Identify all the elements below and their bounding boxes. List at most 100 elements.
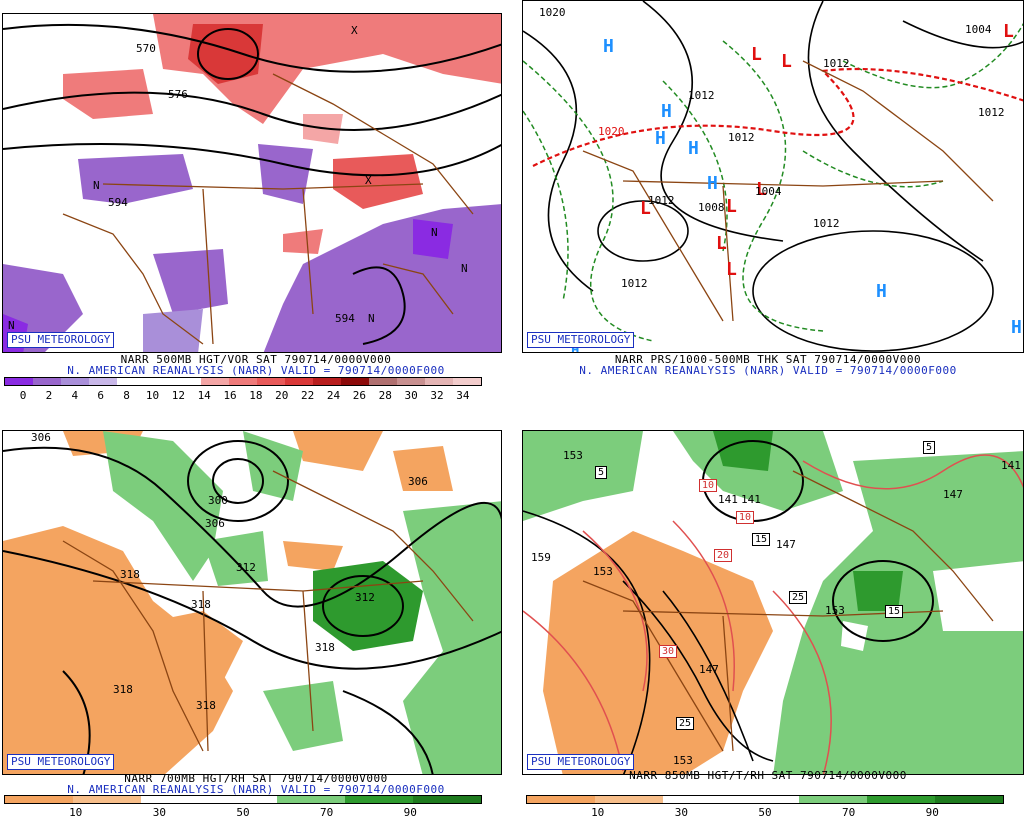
colorbar-swatch: [397, 378, 425, 385]
colorbar-swatch: [425, 378, 453, 385]
isobar-label-1: 1020: [539, 6, 566, 19]
colorbar-tick-label: 50: [236, 806, 250, 819]
panel-slp-thickness: H H H H H H H H L L L L L L L L 1020 101…: [512, 0, 1024, 409]
colorbar-swatch: [369, 378, 397, 385]
vort-n-5: N: [368, 312, 375, 325]
vort-n-3: N: [461, 262, 468, 275]
caption-line-1: NARR 500MB HGT/VOR SAT 790714/0000V000: [120, 353, 392, 366]
colorbar-rh-labels: 10 30 50 70 90: [4, 806, 482, 819]
colorbar-swatch: [33, 378, 61, 385]
isobar-label-4: 1012: [648, 194, 675, 207]
high-pressure-2: H: [661, 101, 672, 122]
colorbar-swatch: [313, 378, 341, 385]
height-label-10: 318: [113, 683, 133, 696]
temp-box-7: 25: [789, 591, 808, 604]
colorbar-tick-label: 16: [223, 389, 237, 402]
height-label-6: 147: [776, 538, 796, 551]
isobar-label-8: 1008: [698, 201, 725, 214]
colorbar-swatch: [201, 378, 229, 385]
temp-box-8: 30: [659, 645, 678, 658]
colorbar-swatch: [935, 796, 1003, 803]
high-pressure-3: H: [655, 128, 666, 149]
map-850mb-graphic: [523, 431, 1023, 774]
height-label-5: 141: [718, 493, 738, 506]
colorbar-tick-label: 6: [97, 389, 105, 402]
high-pressure-1: H: [603, 36, 614, 57]
colorbar-swatch: [5, 796, 73, 803]
colorbar-rh-labels: 10 30 50 70 90: [526, 806, 1004, 819]
low-pressure-8: L: [726, 259, 737, 280]
isobar-label-7: 1004: [755, 185, 782, 198]
vort-n-4: N: [8, 319, 15, 332]
colorbar-swatch: [799, 796, 867, 803]
height-label-1: 153: [563, 449, 583, 462]
map-slp-thickness: H H H H H H H H L L L L L L L L 1020 101…: [522, 0, 1024, 353]
map-700mb: 306 306 300 306 312 318 318 318 312 318 …: [2, 430, 502, 775]
low-pressure-3: L: [1003, 21, 1014, 42]
colorbar-swatch: [173, 378, 201, 385]
colorbar-swatch: [73, 796, 141, 803]
panel-700mb: 306 306 300 306 312 318 318 318 312 318 …: [0, 409, 512, 819]
isobar-label-9: 1012: [978, 106, 1005, 119]
colorbar-tick-label: 26: [352, 389, 367, 402]
colorbar-tick-label: 0: [19, 389, 27, 402]
height-label-11: 141: [1001, 459, 1021, 472]
map-850mb: 153 159 153 147 141 147 147 153 153 141 …: [522, 430, 1024, 775]
vort-x-1: X: [351, 24, 358, 37]
colorbar-tick-label: 10: [591, 806, 605, 819]
colorbar-tick-label: 34: [456, 389, 470, 402]
isobar-label-5: 1012: [813, 217, 840, 230]
psu-meteorology-badge: PSU METEOROLOGY: [7, 332, 115, 348]
temp-box-9: 25: [676, 717, 695, 730]
isobar-label-3: 1012: [728, 131, 755, 144]
colorbar-swatch: [89, 378, 117, 385]
colorbar-rh: [526, 795, 1004, 804]
height-label-10: 141: [741, 493, 761, 506]
height-label-9: 153: [673, 754, 693, 767]
colorbar-tick-label: 20: [275, 389, 289, 402]
height-label-1: 306: [31, 431, 51, 444]
colorbar-tick-label: 14: [197, 389, 211, 402]
colorbar-swatch: [453, 378, 481, 385]
temp-box-3: 10: [699, 479, 718, 492]
isobar-label-6: 1012: [621, 277, 648, 290]
temp-box-10: 15: [885, 605, 904, 618]
high-pressure-4: H: [688, 138, 699, 159]
caption-line-1: NARR 700MB HGT/RH SAT 790714/0000V000: [124, 772, 388, 785]
colorbar-swatch: [277, 796, 345, 803]
height-label-3: 300: [208, 494, 228, 507]
height-label-7: 147: [943, 488, 963, 501]
colorbar-swatch: [867, 796, 935, 803]
colorbar-swatch: [413, 796, 481, 803]
colorbar-rh: [4, 795, 482, 804]
colorbar-tick-label: 30: [152, 806, 166, 819]
colorbar-swatch: [141, 796, 209, 803]
contour-label-3: 594: [108, 196, 128, 209]
colorbar-swatch: [145, 378, 173, 385]
map-700mb-graphic: [3, 431, 501, 774]
colorbar-tick-label: 24: [326, 389, 341, 402]
low-pressure-7: L: [716, 233, 727, 254]
height-label-6: 318: [120, 568, 140, 581]
colorbar-tick-label: 70: [842, 806, 856, 819]
low-pressure-4: L: [640, 198, 651, 219]
caption-line-2: N. AMERICAN REANALYSIS (NARR) VALID = 79…: [67, 783, 445, 796]
colorbar-tick-label: 8: [123, 389, 130, 402]
colorbar-tick-label: 90: [925, 806, 939, 819]
colorbar-swatch: [5, 378, 33, 385]
colorbar-swatch: [663, 796, 731, 803]
temp-box-4: 10: [736, 511, 755, 524]
height-label-11: 318: [196, 699, 216, 712]
colorbar-swatch: [527, 796, 595, 803]
colorbar-swatch: [209, 796, 277, 803]
colorbar-vorticity-labels: 0 2 4 6 8 10 12 14 16 18 20 22 24 26 28 30 32 34: [4, 389, 482, 402]
contour-label-1: 570: [136, 42, 156, 55]
colorbar-swatch: [117, 378, 145, 385]
colorbar-tick-label: 30: [674, 806, 688, 819]
colorbar-swatch: [285, 378, 313, 385]
contour-label-2: 576: [168, 88, 188, 101]
temp-box-1: 5: [595, 466, 608, 479]
contour-label-4: 594: [335, 312, 355, 325]
psu-meteorology-badge: PSU METEOROLOGY: [7, 754, 115, 770]
low-pressure-5: L: [726, 196, 737, 217]
